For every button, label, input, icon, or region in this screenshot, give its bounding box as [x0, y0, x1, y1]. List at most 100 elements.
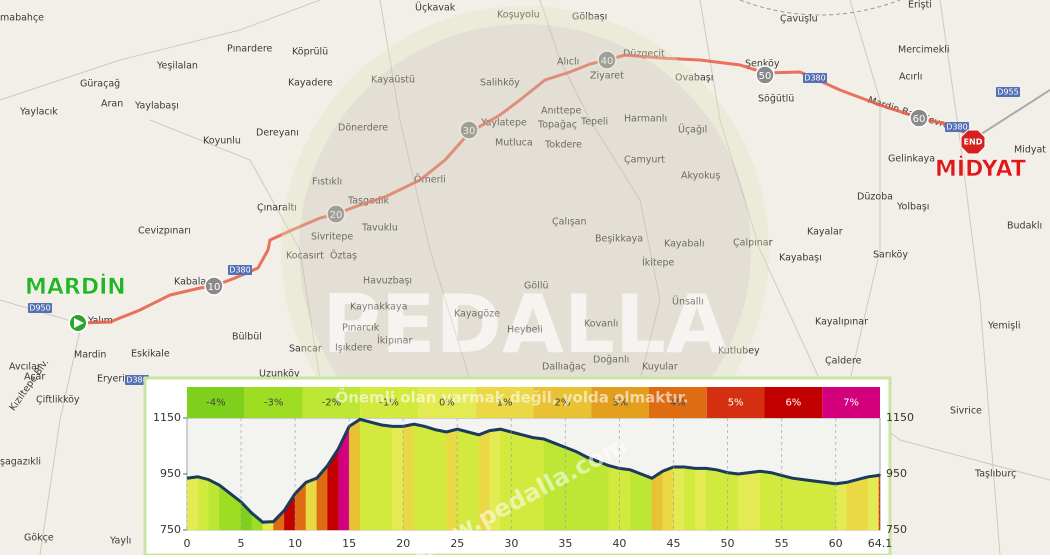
x-tick-label: 60: [829, 537, 843, 550]
grade-segment: [305, 477, 317, 531]
grade-segment: [867, 475, 880, 531]
place-label: Aran: [101, 99, 123, 110]
km-marker-label: 50: [759, 71, 772, 82]
place-label: Çamyurt: [624, 155, 665, 166]
grade-label: 6%: [785, 398, 801, 409]
place-label: Kabala: [174, 277, 206, 288]
grade-swatch: [418, 387, 476, 418]
grade-segment: [835, 482, 847, 531]
grade-segment: [673, 466, 685, 531]
place-label: Köprülü: [292, 47, 328, 58]
km-marker: [597, 50, 617, 70]
grade-segment: [197, 476, 209, 531]
place-label: Sancar: [289, 344, 322, 355]
place-label: Söğütlü: [758, 94, 794, 105]
place-label: Koşuyolu: [497, 10, 540, 21]
road-sign-bg: [945, 122, 969, 132]
place-label: Üçkavak: [415, 3, 456, 14]
place-label: Midyat: [1014, 145, 1046, 156]
grade-swatch: [649, 387, 707, 418]
y2-tick-label: 750: [886, 523, 907, 536]
grade-segment: [857, 476, 869, 531]
grade-segment: [684, 466, 696, 531]
grade-label: 0%: [439, 398, 455, 409]
grade-swatch: [360, 387, 418, 418]
place-label: Mercimekli: [898, 45, 949, 56]
x-tick-label: 0: [184, 537, 191, 550]
place-label: Kaynakkaya: [350, 302, 407, 313]
place-label: Kayabalı: [664, 239, 704, 250]
x-tick-label: 35: [558, 537, 572, 550]
road-sign: D380: [804, 74, 825, 83]
grade-label: -3%: [264, 398, 283, 409]
x-tick-label: 5: [238, 537, 245, 550]
grade-swatch: [475, 387, 534, 418]
place-label: Topağaç: [537, 120, 577, 131]
grade-segment: [424, 426, 436, 531]
place-label: Kutlubey: [718, 346, 760, 357]
grade-label: 7%: [843, 398, 859, 409]
place-label: Düzoba: [857, 192, 893, 203]
place-label: Salihköy: [480, 78, 520, 89]
grade-segment: [738, 472, 750, 531]
place-label: Avcılar: [9, 362, 41, 373]
grade-swatch: [533, 387, 592, 418]
km-marker-label: 40: [601, 56, 614, 67]
place-label: Çaldere: [825, 356, 862, 367]
grade-segment: [694, 468, 707, 531]
place-label: Koyunlu: [203, 136, 241, 147]
place-label: Öztaş: [330, 251, 357, 262]
x-tick-label: 40: [612, 537, 626, 550]
place-label: Sivrice: [950, 406, 982, 417]
elevation-profile: -4% -3% -2% -1% 0% 1% 2% 3% 4% 5% 6% 7% 0 5 10 15 20 25 30…: [153, 387, 914, 550]
place-label: Yaylabaşı: [134, 101, 179, 112]
grade-swatch: [244, 387, 303, 418]
grade-segment: [781, 475, 793, 531]
x-tick-label: 64.1: [868, 537, 893, 550]
grade-segment: [662, 466, 674, 531]
watermark-brand: PEDALLA: [322, 278, 728, 371]
place-label: Ovabaşı: [675, 73, 713, 84]
place-label: Düzgeçit: [623, 49, 665, 60]
grade-swatch: [706, 387, 765, 418]
grade-segment: [413, 423, 425, 531]
place-label: Dönerdere: [338, 123, 388, 134]
grade-label: 1%: [497, 398, 513, 409]
grade-swatch: [187, 387, 245, 418]
place-label: Sarıköy: [873, 250, 908, 261]
grade-segment: [403, 423, 415, 531]
end-sign: [960, 129, 986, 155]
place-label: Çınaraltı: [257, 203, 297, 214]
grade-segment: [619, 468, 631, 531]
place-label: Işıkdere: [335, 343, 372, 354]
elevation-line: [186, 417, 882, 524]
place-label: Göllü: [524, 281, 548, 292]
place-label: Yaylacık: [19, 107, 58, 118]
km-marker: [326, 204, 346, 224]
km-marker-label: 30: [463, 126, 476, 137]
place-label: Dereyanı: [256, 128, 299, 139]
place-label: Heybeli: [507, 325, 543, 336]
place-label: Tokdere: [544, 140, 582, 151]
place-label: Yemişli: [987, 321, 1021, 332]
grade-segment: [608, 465, 620, 531]
road-sign: D380: [946, 123, 967, 132]
place-label: Gökçe: [24, 533, 54, 544]
place-label: Tavuklu: [361, 223, 398, 234]
grade-segment: [803, 479, 815, 531]
grade-segment: [651, 470, 663, 531]
grade-segment: [349, 419, 361, 531]
place-label: şagazıkli: [0, 457, 41, 468]
road-sign-bg: [228, 265, 252, 275]
grade-segment: [792, 478, 804, 531]
place-label: Eskikale: [131, 349, 170, 360]
place-label: Mardin: [74, 350, 106, 361]
grade-segment: [435, 429, 447, 531]
place-label: Akyokuş: [681, 171, 720, 182]
y-tick-label: 750: [160, 523, 181, 536]
place-label: Pınarcık: [342, 323, 380, 334]
grade-segment: [208, 479, 220, 531]
place-label: Eryeri: [97, 374, 125, 385]
place-label: Pınardere: [227, 44, 273, 55]
place-label: mabahçe: [0, 13, 44, 24]
